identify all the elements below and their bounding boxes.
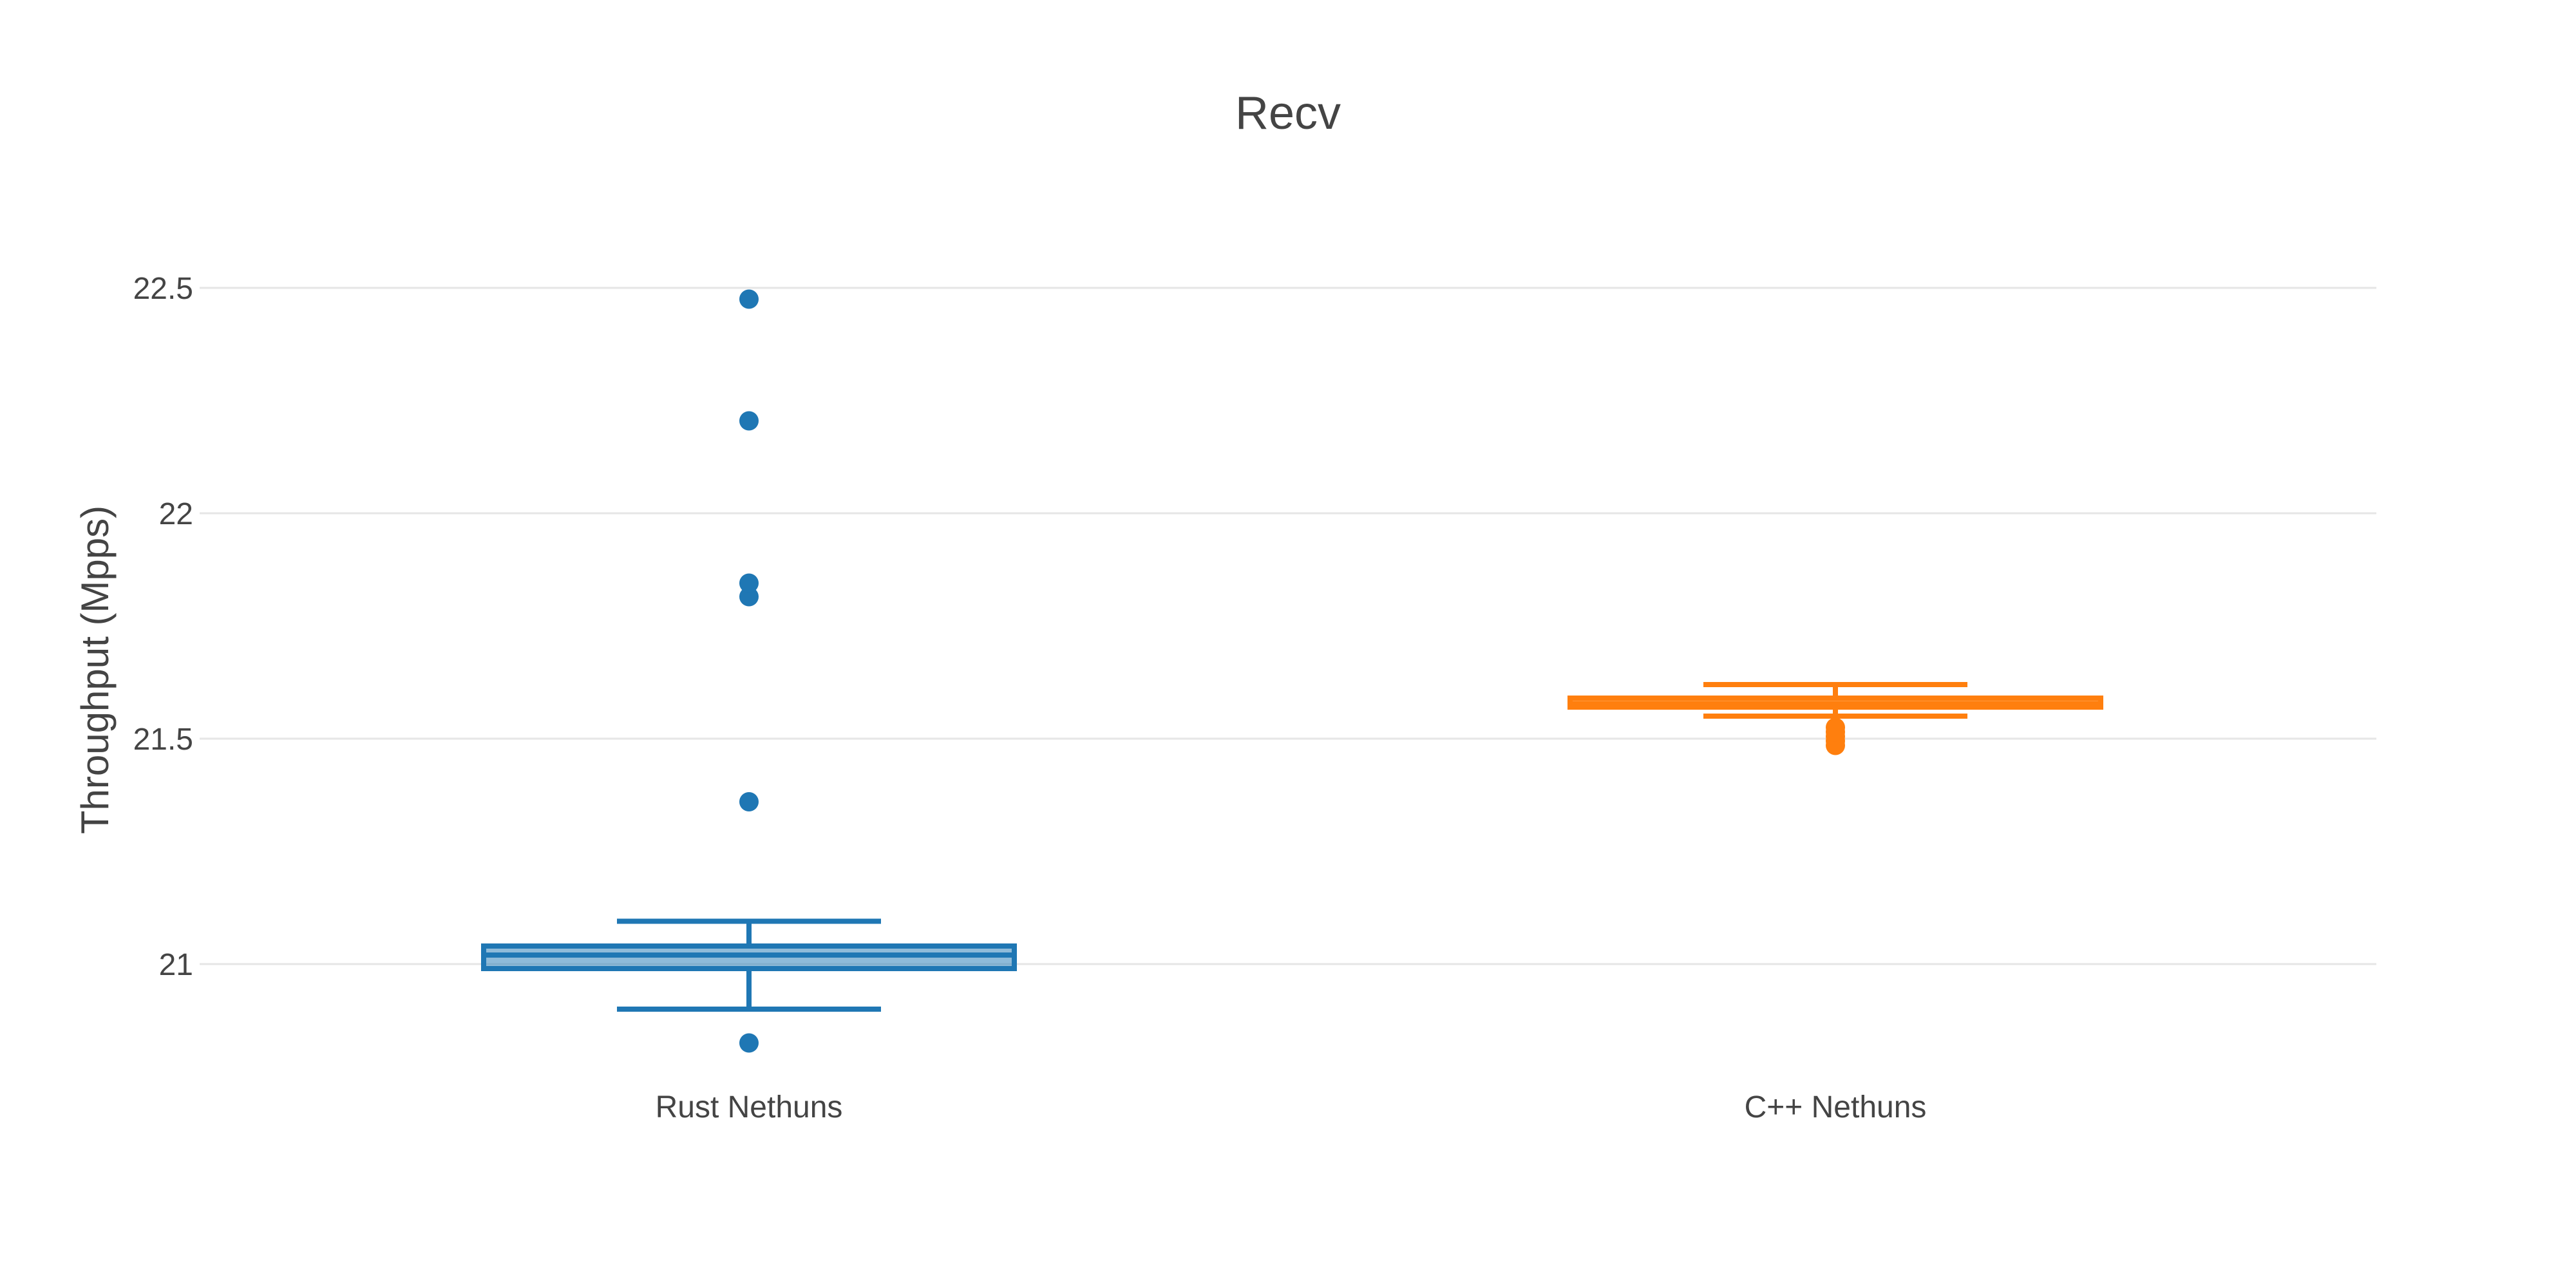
- box-group: [481, 289, 1017, 1053]
- outlier-point: [739, 1033, 759, 1053]
- box-group: [1567, 682, 2103, 755]
- outlier-point: [739, 587, 759, 607]
- outlier-point: [739, 792, 759, 811]
- y-tick-label: 21.5: [133, 723, 193, 757]
- outlier-point: [739, 573, 759, 593]
- outlier-point: [739, 411, 759, 431]
- y-axis-title: Throughput (Mpps): [73, 506, 117, 834]
- x-axis-categories: Rust Nethuns C++ Nethuns: [656, 1090, 1927, 1124]
- box-series: [481, 289, 2103, 1053]
- y-tick-label: 22: [159, 497, 193, 531]
- y-tick-label: 22.5: [133, 272, 193, 306]
- outlier-point: [1826, 717, 1845, 737]
- outlier-point: [739, 289, 759, 309]
- chart-title: Recv: [1235, 88, 1341, 139]
- grid-lines: [200, 287, 2376, 965]
- x-category-label: C++ Nethuns: [1745, 1090, 1927, 1124]
- y-tick-label: 21: [159, 948, 193, 982]
- y-axis-ticks: 21 21.5 22 22.5: [133, 272, 193, 982]
- x-category-label: Rust Nethuns: [656, 1090, 843, 1124]
